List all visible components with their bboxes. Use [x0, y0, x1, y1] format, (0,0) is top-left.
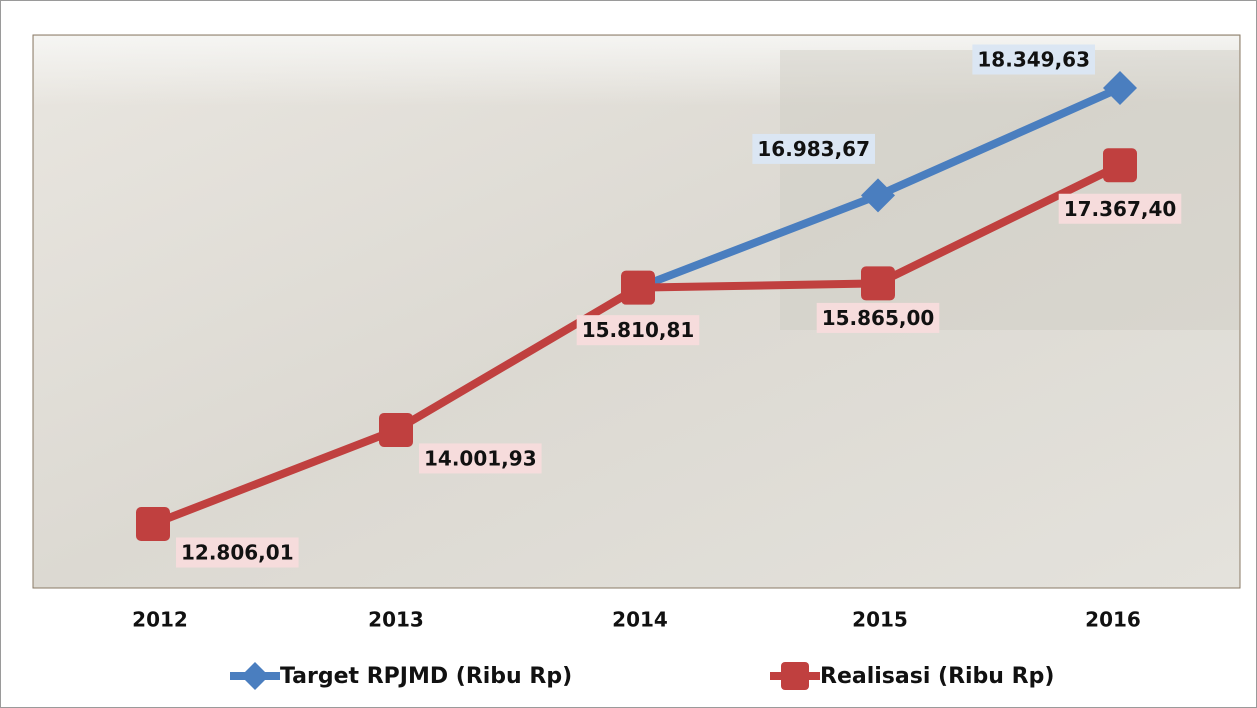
- x-tick-label: 2014: [612, 608, 668, 632]
- value-label: 12.806,01: [181, 541, 294, 565]
- legend-label: Realisasi (Ribu Rp): [820, 664, 1054, 689]
- marker: [621, 270, 655, 305]
- value-label: 14.001,93: [424, 446, 537, 470]
- value-label-bg: [1058, 193, 1182, 224]
- value-label: 17.367,40: [1064, 197, 1177, 221]
- legend-box: [33, 652, 1240, 700]
- value-label: 16.983,67: [757, 137, 870, 161]
- marker: [379, 412, 413, 447]
- legend-marker: [781, 662, 809, 690]
- x-tick-label: 2016: [1085, 608, 1141, 632]
- value-label-bg: [419, 443, 542, 474]
- value-label: 15.865,00: [822, 306, 935, 330]
- marker: [1103, 148, 1137, 183]
- x-tick-label: 2013: [368, 608, 424, 632]
- value-label-bg: [576, 315, 700, 346]
- legend-marker: [241, 662, 269, 690]
- value-label: 15.810,81: [582, 318, 695, 342]
- marker: [1103, 71, 1137, 105]
- x-tick-label: 2015: [852, 608, 908, 632]
- marker: [861, 266, 895, 301]
- marker: [136, 507, 170, 541]
- plot-photo-panel: [780, 50, 1239, 330]
- value-label-bg: [752, 133, 875, 164]
- value-label-bg: [816, 302, 940, 333]
- value-label-bg: [176, 537, 299, 568]
- legend-label: Target RPJMD (Ribu Rp): [280, 664, 572, 689]
- value-label: 18.349,63: [977, 48, 1090, 72]
- value-label-bg: [972, 44, 1095, 75]
- x-tick-label: 2012: [132, 608, 188, 632]
- marker: [861, 178, 895, 213]
